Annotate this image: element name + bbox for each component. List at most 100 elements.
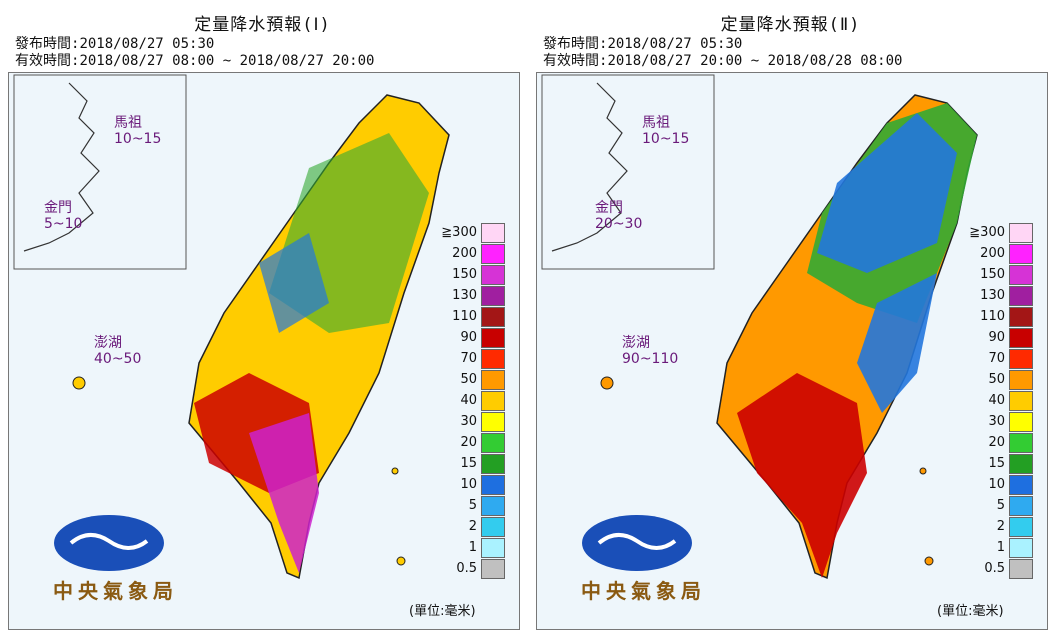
legend-swatch: [1009, 328, 1033, 348]
legend-label: 30: [988, 414, 1005, 429]
forecast-panel-1: 定量降水預報(Ⅰ) 發布時間:2018/08/27 05:30 有效時間:201…: [5, 0, 520, 640]
legend-label: 15: [460, 456, 477, 471]
legend-swatch: [1009, 475, 1033, 495]
legend-swatch: [481, 370, 505, 390]
legend-swatch: [1009, 433, 1033, 453]
forecast-panel-2: 定量降水預報(Ⅱ) 發布時間:2018/08/27 05:30 有效時間:201…: [533, 0, 1048, 640]
unit-label: (單位:毫米): [409, 604, 476, 619]
issue-time: 2018/08/27 05:30: [79, 36, 215, 52]
legend-swatch: [481, 433, 505, 453]
panel-title: 定量降水預報(Ⅱ): [720, 15, 861, 35]
rain-zone-b: [817, 113, 957, 273]
legend-label: 1: [468, 540, 477, 555]
legend-label: 30: [460, 414, 477, 429]
legend-label: 90: [460, 330, 477, 345]
orchid-island: [924, 556, 934, 566]
legend-label: 0.5: [984, 561, 1005, 576]
rain-zone-d: [737, 373, 867, 578]
legend-label: 5: [996, 498, 1005, 513]
legend-label: 130: [980, 288, 1005, 303]
legend-label: 200: [980, 246, 1005, 261]
legend-label: 110: [980, 309, 1005, 324]
legend-label: 150: [452, 267, 477, 282]
legend-swatch: [481, 223, 505, 243]
legend-label: 15: [988, 456, 1005, 471]
legend-swatch: [1009, 496, 1033, 516]
rain-zone-d: [249, 413, 319, 573]
map-canvas: [541, 74, 978, 580]
legend-swatch: [481, 496, 505, 516]
legend-label: 0.5: [456, 561, 477, 576]
legend-swatch: [1009, 223, 1033, 243]
inset-box: [13, 74, 187, 270]
legend-swatch: [481, 559, 505, 579]
legend-swatch: [481, 391, 505, 411]
legend-swatch: [481, 475, 505, 495]
region-kinmen: 金門 20~30: [595, 200, 643, 232]
rain-zone-b: [259, 233, 329, 333]
issue-time: 2018/08/27 05:30: [607, 36, 743, 52]
legend-swatch: [1009, 517, 1033, 537]
green-island: [919, 467, 927, 475]
legend-label: 40: [460, 393, 477, 408]
legend-swatch: [481, 286, 505, 306]
logo-text: 中央氣象局: [581, 579, 706, 603]
issue-label: 發布時間:: [15, 36, 80, 52]
legend-label: 50: [460, 372, 477, 387]
legend-label: 110: [452, 309, 477, 324]
region-penghu: 澎湖 40~50: [94, 335, 142, 367]
legend-swatch: [481, 328, 505, 348]
legend-swatch: [1009, 244, 1033, 264]
china-coastline: [23, 82, 100, 252]
legend-swatch: [481, 517, 505, 537]
legend-swatch: [1009, 349, 1033, 369]
legend-label: 20: [988, 435, 1005, 450]
inset-box: [541, 74, 715, 270]
legend-label: 20: [460, 435, 477, 450]
legend-swatch: [1009, 391, 1033, 411]
legend-label: 40: [988, 393, 1005, 408]
legend-label: 130: [452, 288, 477, 303]
valid-time: 2018/08/27 08:00 ~ 2018/08/27 20:00: [79, 53, 375, 69]
penghu-islands: [72, 376, 86, 390]
legend-label: 150: [980, 267, 1005, 282]
legend-swatch: [1009, 286, 1033, 306]
region-penghu: 澎湖 90~110: [622, 335, 679, 367]
legend-swatch: [1009, 454, 1033, 474]
legend-swatch: [1009, 370, 1033, 390]
map-canvas: [13, 74, 450, 580]
region-matsu: 馬祖 10~15: [114, 115, 162, 147]
legend-swatch: [481, 412, 505, 432]
valid-time: 2018/08/27 20:00 ~ 2018/08/28 08:00: [607, 53, 903, 69]
legend-label: 1: [996, 540, 1005, 555]
penghu-islands: [600, 376, 614, 390]
legend-swatch: [481, 349, 505, 369]
green-island: [391, 467, 399, 475]
legend-swatch: [481, 454, 505, 474]
legend-label: 90: [988, 330, 1005, 345]
unit-label: (單位:毫米): [937, 604, 1004, 619]
legend-label: 2: [996, 519, 1005, 534]
legend-label: ≧300: [969, 225, 1005, 240]
legend-label: 10: [460, 477, 477, 492]
legend-label: ≧300: [441, 225, 477, 240]
legend-label: 200: [452, 246, 477, 261]
rainfall-map: 馬祖 10~15 金門 20~30 澎湖 90~110 中央氣象局 ≧300 200 15…: [536, 72, 1048, 630]
legend-swatch: [481, 538, 505, 558]
valid-label: 有效時間:: [543, 53, 608, 69]
legend-label: 50: [988, 372, 1005, 387]
orchid-island: [396, 556, 406, 566]
legend-swatch: [1009, 307, 1033, 327]
china-coastline: [551, 82, 628, 252]
rainfall-map: 馬祖 10~15 金門 5~10 澎湖 40~50 中央氣象局 ≧300 200 150 1…: [8, 72, 520, 630]
region-kinmen: 金門 5~10: [44, 200, 83, 232]
issue-time-line: 發布時間:2018/08/27 05:30: [15, 33, 214, 53]
legend-swatch: [1009, 265, 1033, 285]
issue-label: 發布時間:: [543, 36, 608, 52]
legend-swatch: [1009, 538, 1033, 558]
legend-swatch: [481, 244, 505, 264]
region-matsu: 馬祖 10~15: [642, 115, 690, 147]
panel-title: 定量降水預報(Ⅰ): [194, 15, 331, 35]
legend-swatch: [481, 307, 505, 327]
legend-label: 70: [460, 351, 477, 366]
